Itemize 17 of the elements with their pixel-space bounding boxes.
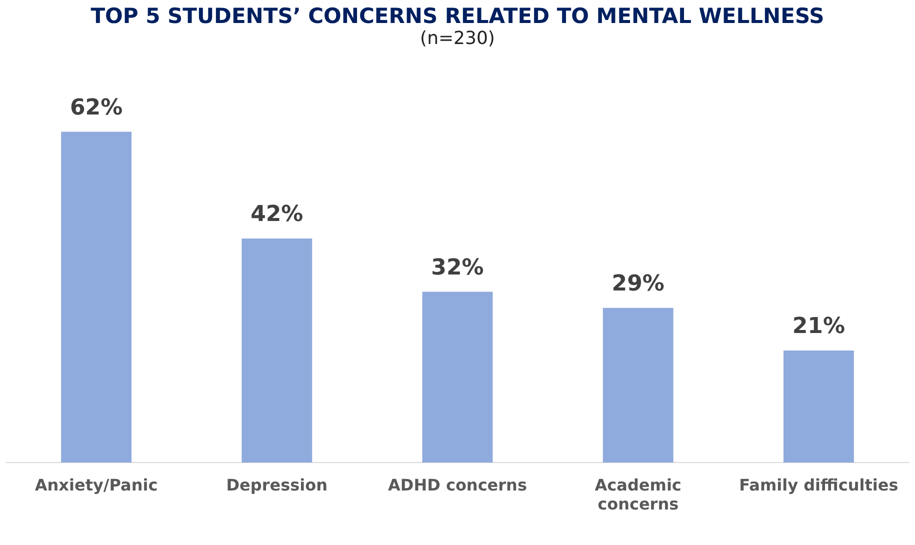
data-label: 32% xyxy=(431,256,484,281)
x-tick-label: Anxiety/Panic xyxy=(34,475,158,494)
x-tick-label: Family difficulties xyxy=(739,475,898,494)
bar xyxy=(783,350,854,463)
x-tick-label: Academic concerns xyxy=(594,475,682,514)
x-tick-label: ADHD concerns xyxy=(388,475,527,494)
bar xyxy=(61,132,132,463)
data-label: 62% xyxy=(70,95,123,120)
data-label: 29% xyxy=(612,272,664,297)
chart-subtitle: (n=230) xyxy=(419,28,496,49)
data-label: 42% xyxy=(250,202,304,228)
data-label: 21% xyxy=(792,314,846,340)
bar xyxy=(422,292,493,463)
chart-title: TOP 5 STUDENTS’ CONCERNS RELATED TO MENTAL WELLNESS xyxy=(90,4,826,28)
x-tick-label: Depression xyxy=(226,475,328,494)
bar xyxy=(602,308,674,463)
bar xyxy=(242,238,312,463)
